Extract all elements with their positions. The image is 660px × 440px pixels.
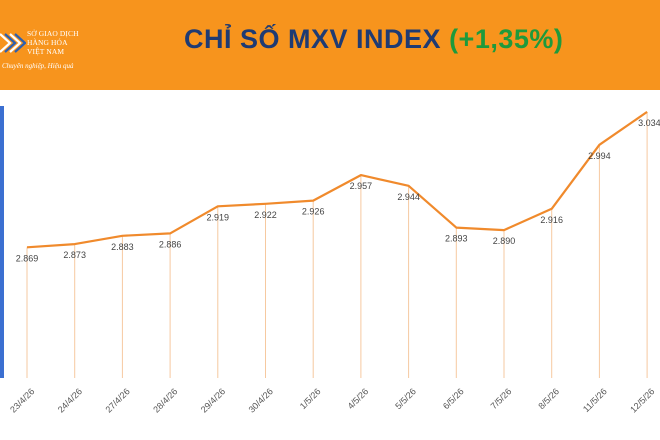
x-tick-label: 30/4/26 — [247, 386, 275, 414]
mxv-logo: SỞ GIAO DỊCH HÀNG HÓA VIỆT NAM Chuyên ng… — [0, 26, 120, 76]
data-label: 2.890 — [493, 236, 516, 246]
x-tick-label: 12/5/26 — [628, 386, 656, 414]
data-label: 2.919 — [207, 212, 230, 222]
x-tick-label: 23/4/26 — [8, 386, 36, 414]
x-tick-label: 11/5/26 — [581, 386, 609, 414]
mxv-logo-icon — [0, 33, 26, 53]
data-label: 2.883 — [111, 242, 134, 252]
x-tick-label: 6/5/26 — [441, 386, 466, 411]
x-tick-label: 7/5/26 — [489, 386, 514, 411]
logo-name-line-2: HÀNG HÓA — [27, 38, 68, 47]
data-label: 2.926 — [302, 207, 325, 217]
data-label: 2.944 — [397, 192, 420, 202]
accent-bar — [0, 106, 4, 378]
x-tick-label: 27/4/26 — [104, 386, 132, 414]
value-labels: 2.869 2.873 2.883 2.886 2.919 2.922 2.926 2.957… — [16, 118, 660, 263]
logo-name: SỞ GIAO DỊCH HÀNG HÓA VIỆT NAM — [27, 29, 79, 56]
x-tick-label: 1/5/26 — [298, 386, 323, 411]
data-label: 2.994 — [588, 151, 611, 161]
data-label: 2.922 — [254, 210, 277, 220]
x-axis-labels: 23/4/26 24/4/26 27/4/26 28/4/26 29/4/26 30/4/… — [8, 386, 656, 414]
chart-area — [0, 90, 660, 440]
drop-lines — [26, 111, 648, 378]
x-tick-label: 8/5/26 — [536, 386, 561, 411]
data-label: 2.893 — [445, 234, 468, 244]
data-label: 2.957 — [350, 181, 373, 191]
x-tick-label: 29/4/26 — [199, 386, 227, 414]
data-label: 2.869 — [16, 253, 39, 263]
x-tick-label: 4/5/26 — [346, 386, 371, 411]
logo-name-line-3: VIỆT NAM — [27, 47, 65, 56]
page-title: CHỈ SỐ MXV INDEX (+1,35%) — [184, 24, 563, 55]
series-line — [26, 110, 648, 249]
title-main: CHỈ SỐ MXV INDEX — [184, 24, 442, 54]
x-tick-label: 28/4/26 — [151, 386, 179, 414]
data-label: 2.886 — [159, 239, 182, 249]
data-label: 2.873 — [63, 250, 86, 260]
data-label: 2.916 — [540, 215, 563, 225]
x-tick-label: 5/5/26 — [393, 386, 418, 411]
header-banner: SỞ GIAO DỊCH HÀNG HÓA VIỆT NAM Chuyên ng… — [0, 0, 660, 90]
x-tick-label: 24/4/26 — [56, 386, 84, 414]
data-label: 3.034 — [638, 118, 660, 128]
title-change: (+1,35%) — [449, 24, 564, 54]
logo-tagline: Chuyên nghiệp, Hiệu quả — [2, 62, 74, 70]
logo-name-line-1: SỞ GIAO DỊCH — [27, 29, 79, 38]
